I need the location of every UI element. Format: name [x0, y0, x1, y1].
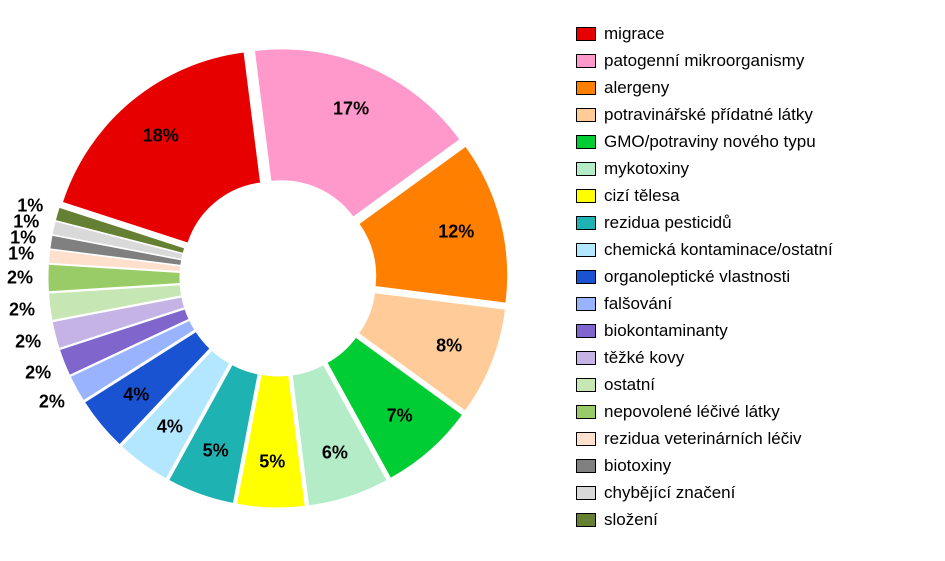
slice-label: 1% — [17, 196, 43, 217]
slice-label: 2% — [15, 332, 41, 353]
legend-item: patogenní mikroorganismy — [576, 47, 936, 74]
legend: migrace patogenní mikroorganismy alergeny p… — [576, 20, 936, 533]
slice-label: 12% — [438, 222, 474, 243]
legend-swatch — [576, 459, 596, 473]
legend-swatch — [576, 243, 596, 257]
legend-label: těžké kovy — [604, 348, 684, 368]
legend-swatch — [576, 162, 596, 176]
legend-item: rezidua pesticidů — [576, 209, 936, 236]
legend-swatch — [576, 432, 596, 446]
legend-swatch — [576, 486, 596, 500]
slice-label: 2% — [25, 362, 51, 383]
legend-label: nepovolené léčivé látky — [604, 402, 780, 422]
legend-label: cizí tělesa — [604, 186, 680, 206]
legend-label: mykotoxiny — [604, 159, 689, 179]
chart-stage: 18%17%12%8%7%6%5%5%4%4%2%2%2%2%2%1%1%1%1… — [0, 0, 945, 556]
slice-label: 2% — [39, 392, 65, 413]
legend-label: biokontaminanty — [604, 321, 728, 341]
legend-item: mykotoxiny — [576, 155, 936, 182]
slice-label: 2% — [9, 300, 35, 321]
legend-swatch — [576, 135, 596, 149]
slice-label: 6% — [322, 442, 348, 463]
legend-swatch — [576, 216, 596, 230]
slice-label: 4% — [123, 385, 149, 406]
legend-label: chybějící značení — [604, 483, 735, 503]
legend-item: migrace — [576, 20, 936, 47]
legend-item: GMO/potraviny nového typu — [576, 128, 936, 155]
legend-label: rezidua pesticidů — [604, 213, 732, 233]
pie-svg — [0, 0, 556, 556]
legend-label: alergeny — [604, 78, 669, 98]
legend-swatch — [576, 405, 596, 419]
legend-item: cizí tělesa — [576, 182, 936, 209]
legend-swatch — [576, 27, 596, 41]
legend-label: potravinářské přídatné látky — [604, 105, 813, 125]
legend-swatch — [576, 351, 596, 365]
slice-label: 8% — [436, 335, 462, 356]
legend-swatch — [576, 378, 596, 392]
legend-swatch — [576, 324, 596, 338]
legend-item: ostatní — [576, 371, 936, 398]
slice-label: 2% — [7, 268, 33, 289]
legend-item: chybějící značení — [576, 479, 936, 506]
legend-swatch — [576, 108, 596, 122]
legend-item: alergeny — [576, 74, 936, 101]
legend-label: rezidua veterinárních léčiv — [604, 429, 801, 449]
legend-item: nepovolené léčivé látky — [576, 398, 936, 425]
legend-swatch — [576, 189, 596, 203]
legend-label: chemická kontaminace/ostatní — [604, 240, 833, 260]
pie-slice — [62, 52, 260, 243]
legend-swatch — [576, 513, 596, 527]
legend-label: složení — [604, 510, 658, 530]
slice-label: 4% — [157, 416, 183, 437]
legend-item: potravinářské přídatné látky — [576, 101, 936, 128]
legend-label: GMO/potraviny nového typu — [604, 132, 816, 152]
legend-label: organoleptické vlastnosti — [604, 267, 790, 287]
legend-label: patogenní mikroorganismy — [604, 51, 804, 71]
slice-label: 7% — [387, 406, 413, 427]
legend-item: biotoxiny — [576, 452, 936, 479]
legend-label: migrace — [604, 24, 664, 44]
legend-item: falšování — [576, 290, 936, 317]
pie-chart: 18%17%12%8%7%6%5%5%4%4%2%2%2%2%2%1%1%1%1… — [0, 0, 556, 556]
slice-label: 18% — [143, 126, 179, 147]
legend-swatch — [576, 54, 596, 68]
legend-item: složení — [576, 506, 936, 533]
legend-label: ostatní — [604, 375, 655, 395]
legend-swatch — [576, 81, 596, 95]
legend-item: rezidua veterinárních léčiv — [576, 425, 936, 452]
legend-swatch — [576, 297, 596, 311]
legend-label: falšování — [604, 294, 672, 314]
legend-swatch — [576, 270, 596, 284]
slice-label: 5% — [259, 451, 285, 472]
legend-label: biotoxiny — [604, 456, 671, 476]
legend-item: biokontaminanty — [576, 317, 936, 344]
legend-item: organoleptické vlastnosti — [576, 263, 936, 290]
slice-label: 17% — [333, 99, 369, 120]
legend-item: těžké kovy — [576, 344, 936, 371]
slice-label: 5% — [203, 441, 229, 462]
legend-item: chemická kontaminace/ostatní — [576, 236, 936, 263]
